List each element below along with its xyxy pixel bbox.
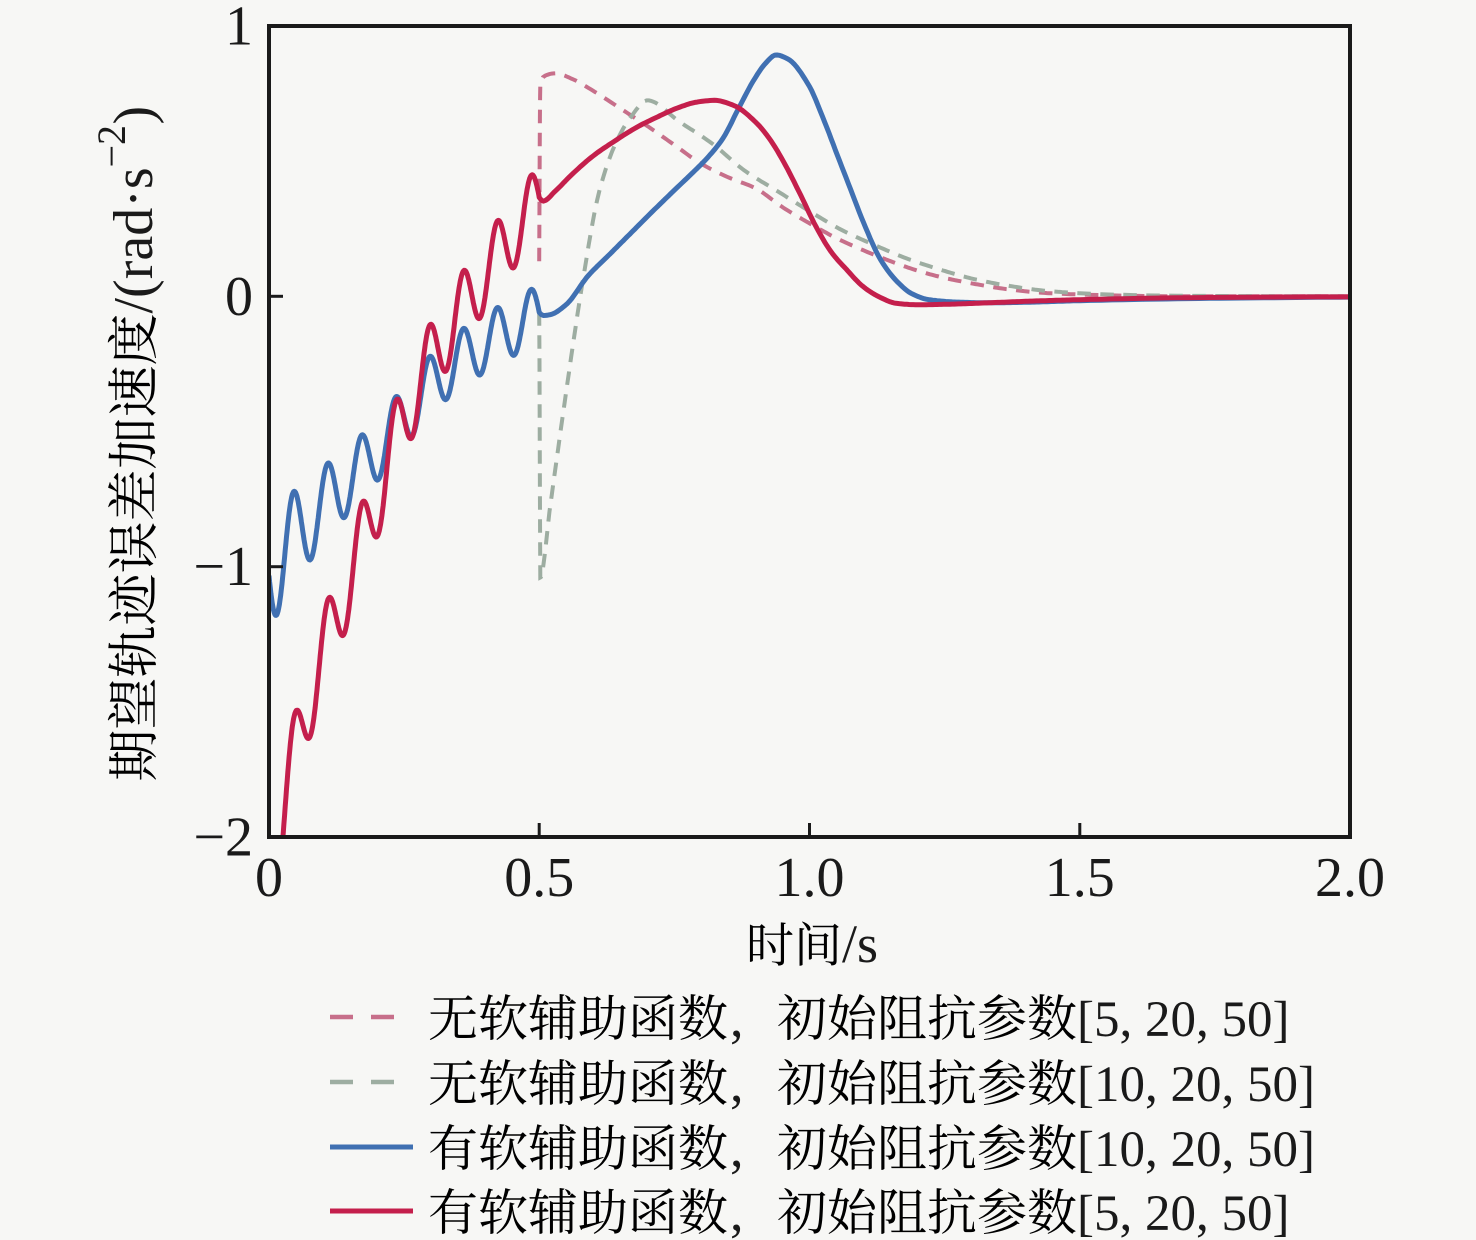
svg-text:0: 0 bbox=[255, 847, 283, 909]
svg-text:,: , bbox=[730, 1053, 744, 1113]
svg-text:2.0: 2.0 bbox=[1315, 847, 1385, 909]
svg-text:): ) bbox=[103, 106, 165, 125]
svg-text:0.5: 0.5 bbox=[504, 847, 574, 909]
svg-text:,: , bbox=[730, 1182, 744, 1240]
svg-text:/(rad·s: /(rad·s bbox=[103, 167, 165, 313]
svg-text:−2: −2 bbox=[89, 125, 134, 168]
svg-text:[5, 20, 50]: [5, 20, 50] bbox=[1077, 1186, 1289, 1240]
svg-text:[10, 20, 50]: [10, 20, 50] bbox=[1077, 1057, 1315, 1113]
svg-text:−2: −2 bbox=[193, 807, 253, 869]
svg-text:[10, 20, 50]: [10, 20, 50] bbox=[1077, 1122, 1315, 1178]
svg-text:/s: /s bbox=[842, 914, 878, 974]
svg-text:−1: −1 bbox=[193, 536, 253, 598]
svg-text:1.5: 1.5 bbox=[1045, 847, 1115, 909]
svg-text:,: , bbox=[730, 1118, 744, 1178]
svg-text:1.0: 1.0 bbox=[775, 847, 845, 909]
svg-text:[5, 20, 50]: [5, 20, 50] bbox=[1077, 992, 1289, 1048]
svg-text:0: 0 bbox=[225, 266, 253, 328]
svg-text:,: , bbox=[730, 988, 744, 1048]
svg-text:1: 1 bbox=[225, 0, 253, 58]
